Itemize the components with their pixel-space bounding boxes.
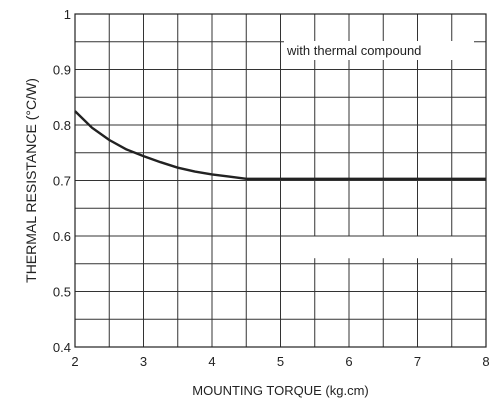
x-tick-label: 8 (482, 354, 489, 369)
annotation-background (284, 41, 474, 60)
y-tick-label: 0.5 (53, 285, 71, 300)
y-tick-label: 1 (64, 7, 71, 22)
y-tick-labels: 0.4 0.5 0.6 0.7 0.8 0.9 1 (53, 7, 71, 355)
plot-frame (74, 13, 487, 348)
x-tick-label: 3 (140, 354, 147, 369)
y-tick-label: 0.8 (53, 118, 71, 133)
x-tick-label: 5 (277, 354, 284, 369)
y-tick-label: 0.4 (53, 340, 71, 355)
x-tick-label: 4 (208, 354, 215, 369)
y-axis-label: THERMAL RESISTANCE (°C/W) (23, 78, 39, 283)
x-tick-label: 7 (414, 354, 421, 369)
x-tick-label: 6 (345, 354, 352, 369)
series-line (74, 110, 486, 180)
y-tick-label: 0.9 (53, 63, 71, 78)
chart-annotation: with thermal compound (286, 43, 421, 58)
y-tick-label: 0.6 (53, 229, 71, 244)
x-tick-label: 2 (71, 354, 78, 369)
series-layer (74, 110, 486, 180)
x-axis-label: MOUNTING TORQUE (kg.cm) (192, 383, 368, 398)
x-tick-labels: 2 3 4 5 6 7 8 (71, 354, 489, 369)
grid-lines (74, 13, 487, 348)
y-tick-label: 0.7 (53, 174, 71, 189)
